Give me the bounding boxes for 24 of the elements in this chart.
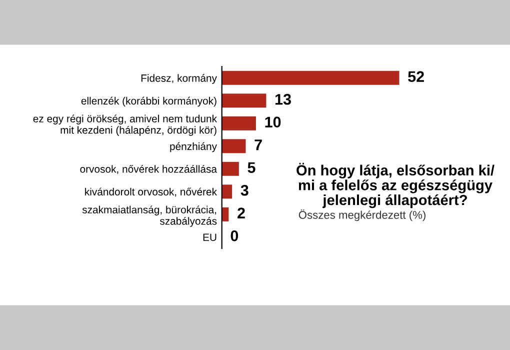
bar bbox=[222, 184, 232, 199]
bar bbox=[222, 162, 239, 176]
y-tick-label: ez egy régi örökség, amivel nem tudunk mit kezdeni (hálapénz, ördögi kör) bbox=[33, 114, 218, 136]
bar bbox=[222, 94, 266, 108]
data-label: 5 bbox=[248, 162, 256, 173]
data-label: 0 bbox=[230, 230, 238, 242]
text: Összes megkérdezett (%) bbox=[298, 209, 426, 222]
y-tick-label: kivándorolt orvosok, nővérek bbox=[85, 188, 218, 197]
y-tick-label: orvosok, nővérek hozzáállása bbox=[80, 164, 217, 174]
y-tick-label: EU bbox=[203, 234, 216, 241]
bar bbox=[222, 139, 246, 154]
text: Ön hogy látja, elsősorban ki/ mi a felelős az egészségügy jelenlegi állapotáért? bbox=[296, 162, 494, 208]
y-tick-label: pénzhiány bbox=[170, 142, 217, 152]
data-label: 3 bbox=[240, 184, 248, 196]
y-tick-label: ellenzék (korábbi kormányok) bbox=[81, 96, 216, 107]
data-label: 2 bbox=[238, 208, 245, 218]
bar bbox=[222, 116, 256, 130]
y-tick-label: szakmaiatlanság, bürokrácia, szabályozás bbox=[82, 206, 217, 227]
data-label: 13 bbox=[275, 94, 291, 105]
data-label: 52 bbox=[408, 71, 424, 82]
data-label: 7 bbox=[254, 140, 262, 150]
y-tick-label: Fidesz, kormány bbox=[141, 74, 217, 84]
bar bbox=[222, 70, 400, 85]
data-label: 10 bbox=[265, 116, 281, 128]
